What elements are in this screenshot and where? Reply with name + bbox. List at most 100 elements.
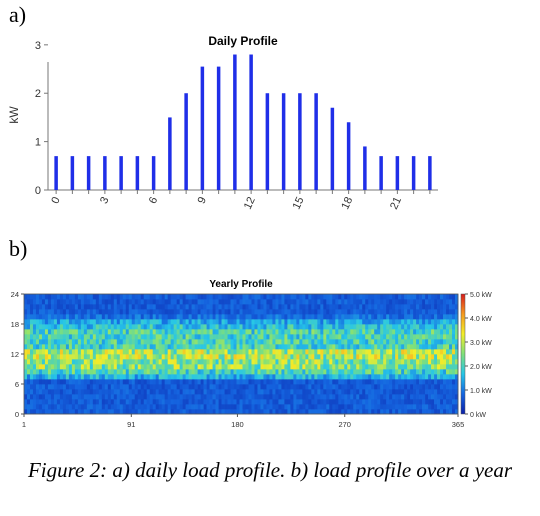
heatmap-cell (230, 379, 234, 385)
heatmap-cell (104, 369, 109, 375)
heatmap-cell (47, 334, 52, 340)
bar-hour-7 (168, 117, 172, 190)
heatmap-cell (368, 399, 372, 405)
heatmap-cell (383, 394, 387, 400)
heatmap-cell (107, 294, 112, 300)
heatmap-cell (209, 344, 213, 350)
heatmap-cell (308, 299, 312, 305)
heatmap-cell (305, 314, 309, 320)
heatmap-cell (215, 404, 219, 410)
heatmap-cell (311, 339, 315, 345)
heatmap-cell (128, 359, 133, 365)
heatmap-cell (65, 304, 70, 310)
heatmap-cell (374, 404, 378, 410)
heatmap-cell (329, 309, 333, 315)
heatmap-cell (416, 294, 420, 300)
heatmap-cell (314, 384, 318, 390)
heatmap-cell (215, 294, 219, 300)
heatmap-cell (299, 329, 303, 335)
panel-a-label: a) (9, 2, 27, 27)
heatmap-cell (227, 409, 231, 415)
heatmap-cell (302, 394, 306, 400)
heatmap-cell (62, 299, 67, 305)
heatmap-cell (371, 359, 375, 365)
heatmap-cell (425, 339, 429, 345)
heatmap-cell (164, 304, 169, 310)
heatmap-cell (395, 359, 399, 365)
heatmap-cell (86, 379, 91, 385)
heatmap-cell (353, 399, 357, 405)
heatmap-cell (26, 304, 31, 310)
heatmap-cell (65, 379, 70, 385)
heatmap-cell (209, 369, 213, 375)
heatmap-cell (50, 409, 55, 415)
heatmap-cell (74, 304, 79, 310)
heatmap-cell (98, 409, 103, 415)
heatmap-cell (269, 379, 273, 385)
heatmap-cell (200, 339, 204, 345)
heatmap-cell (197, 404, 201, 410)
heatmap-cell (254, 394, 258, 400)
heatmap-cell (149, 394, 154, 400)
heatmap-cell (56, 359, 61, 365)
heatmap-cell (332, 384, 336, 390)
heatmap-cell (77, 404, 82, 410)
heatmap-cell (395, 349, 399, 355)
heatmap-cell (101, 334, 106, 340)
heatmap-cell (392, 299, 396, 305)
heatmap-cell (83, 309, 88, 315)
heatmap-cell (296, 324, 300, 330)
heatmap-cell (425, 314, 429, 320)
heatmap-cell (113, 374, 118, 380)
heatmap-cell (206, 354, 210, 360)
heatmap-cell (101, 349, 106, 355)
heatmap-cell (110, 404, 115, 410)
heatmap-cell (404, 329, 408, 335)
heatmap-cell (398, 384, 402, 390)
heatmap-cell (26, 299, 31, 305)
heatmap-cell (32, 314, 37, 320)
heatmap-cell (371, 304, 375, 310)
heatmap-cell (368, 404, 372, 410)
heatmap-cell (26, 334, 31, 340)
heatmap-cell (116, 374, 121, 380)
heatmap-cell (173, 324, 177, 330)
heatmap-cell (293, 359, 297, 365)
heatmap-cell (26, 309, 31, 315)
heatmap-cell (308, 359, 312, 365)
heatmap-cell (140, 299, 145, 305)
heatmap-cell (236, 329, 240, 335)
heatmap-cell (269, 409, 273, 415)
heatmap-cell (143, 324, 148, 330)
heatmap-cell (386, 384, 390, 390)
heatmap-cell (398, 409, 402, 415)
heatmap-cell (44, 339, 49, 345)
heatmap-cell (341, 324, 345, 330)
heatmap-cell (233, 369, 237, 375)
heatmap-cell (107, 374, 112, 380)
heatmap-cell (98, 379, 103, 385)
heatmap-cell (443, 314, 447, 320)
heatmap-cell (242, 359, 246, 365)
heatmap-cell (308, 384, 312, 390)
heatmap-cell (44, 299, 49, 305)
heatmap-cell (188, 324, 192, 330)
colorbar-label: 1.0 kW (470, 388, 492, 395)
heatmap-cell (24, 344, 28, 350)
heatmap-cell (221, 399, 225, 405)
heatmap-cell (143, 369, 148, 375)
heatmap-cell (419, 389, 423, 395)
heatmap-cell (428, 409, 432, 415)
heatmap-cell (95, 349, 100, 355)
heatmap-cell (197, 339, 201, 345)
heatmap-cell (356, 404, 360, 410)
heatmap-cell (212, 379, 216, 385)
heatmap-cell (386, 394, 390, 400)
heatmap-cell (101, 369, 106, 375)
heatmap-cell (404, 299, 408, 305)
heatmap-cell (134, 399, 139, 405)
heatmap-cell (356, 334, 360, 340)
heatmap-cell (428, 399, 432, 405)
heatmap-cell (254, 324, 258, 330)
heatmap-cell (416, 304, 420, 310)
